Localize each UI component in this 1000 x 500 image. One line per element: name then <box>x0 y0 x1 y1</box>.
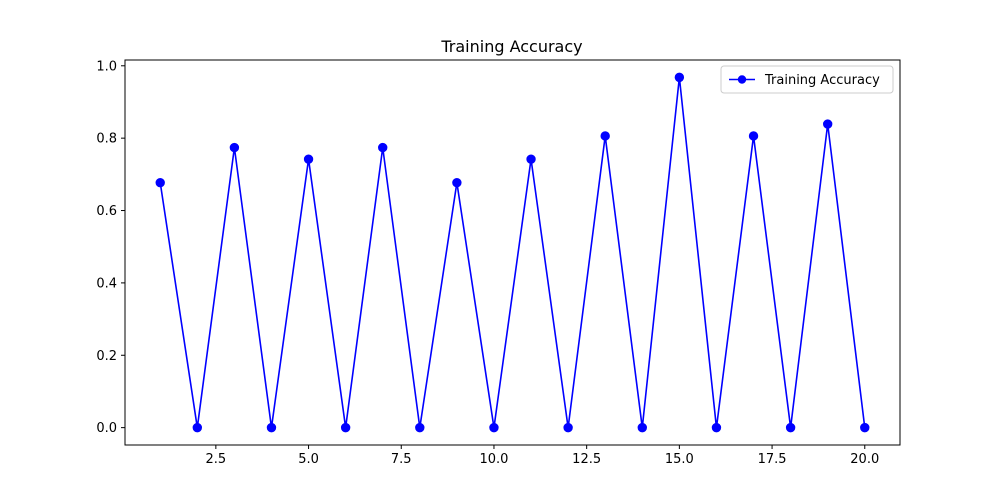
data-point <box>155 177 165 188</box>
x-tick-label: 15.0 <box>665 452 694 467</box>
x-tick-label: 10.0 <box>479 452 508 467</box>
series-group <box>155 72 870 433</box>
legend: Training Accuracy <box>720 65 894 94</box>
data-point <box>822 119 833 129</box>
data-point <box>415 422 425 433</box>
y-tick-label: 0.0 <box>96 421 117 436</box>
axes: 2.5 5.0 7.5 10.0 12.5 15.0 17.5 20.0 0.0 0.2 0.4 0.… <box>96 59 901 467</box>
data-point <box>563 422 573 433</box>
data-point <box>266 422 277 433</box>
data-point <box>711 422 722 433</box>
data-point <box>378 142 388 153</box>
data-point <box>303 154 314 164</box>
data-point <box>674 72 685 83</box>
data-point <box>340 422 351 433</box>
x-tick-label: 12.5 <box>572 452 601 467</box>
y-tick-label: 1.0 <box>96 59 117 74</box>
data-point <box>452 177 462 188</box>
y-tick-label: 0.8 <box>96 132 117 147</box>
x-tick-label: 17.5 <box>758 452 787 467</box>
y-tick-label: 0.6 <box>96 204 117 219</box>
data-point <box>637 422 647 433</box>
axes-frame <box>124 59 901 446</box>
y-tick-label: 0.2 <box>96 349 117 364</box>
data-point <box>229 142 240 153</box>
chart-title: Training Accuracy <box>440 37 582 56</box>
data-point <box>748 131 759 141</box>
x-tick-label: 5.0 <box>298 452 319 467</box>
legend-box <box>720 65 894 94</box>
data-point <box>526 154 536 164</box>
data-point <box>192 422 203 433</box>
series-line <box>159 77 866 428</box>
x-tick-label: 20.0 <box>850 452 879 467</box>
data-point <box>600 131 610 141</box>
x-tick-label: 2.5 <box>206 452 227 467</box>
y-tick-label: 0.4 <box>96 276 117 291</box>
data-point <box>489 422 499 433</box>
x-tick-label: 7.5 <box>391 452 412 467</box>
data-point <box>860 422 870 433</box>
legend-marker <box>737 75 747 84</box>
data-point <box>785 422 796 433</box>
legend-label: Training Accuracy <box>764 73 880 88</box>
